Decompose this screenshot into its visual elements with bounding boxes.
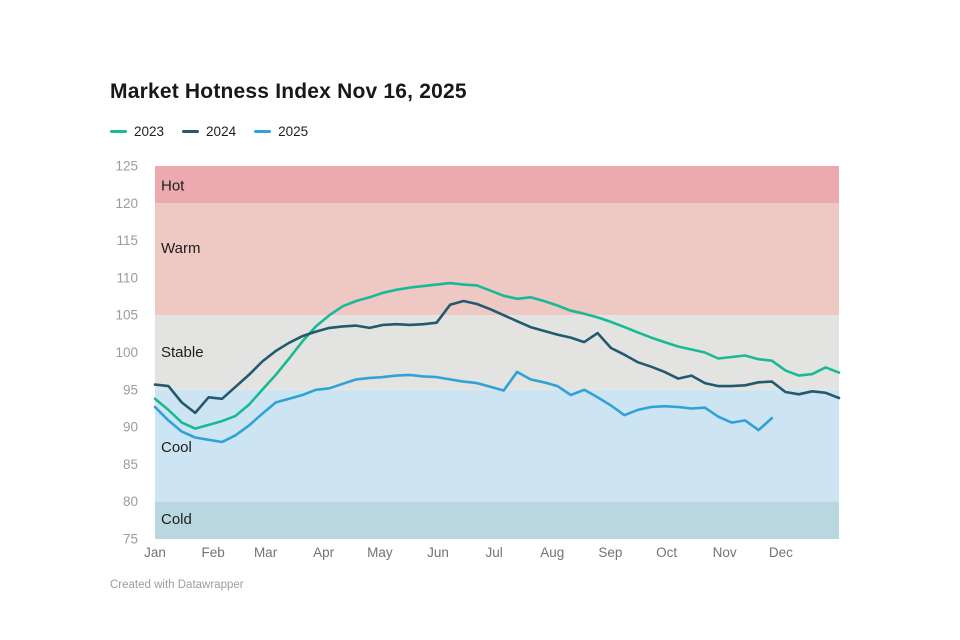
band-label-stable: Stable <box>161 344 204 361</box>
legend-label-2024: 2024 <box>206 124 237 139</box>
band-label-cool: Cool <box>161 439 192 456</box>
x-tick-label: Mar <box>254 545 278 560</box>
y-tick-label: 90 <box>123 420 138 435</box>
y-tick-label: 120 <box>115 196 138 211</box>
y-tick-label: 105 <box>115 308 138 323</box>
y-tick-label: 80 <box>123 494 138 509</box>
legend-label-2023: 2023 <box>134 124 165 139</box>
band-cold <box>155 501 839 539</box>
band-warm <box>155 203 839 316</box>
attribution: Created with Datawrapper <box>110 579 244 591</box>
y-tick-label: 95 <box>123 382 138 397</box>
series-line-2025 <box>153 370 774 444</box>
x-tick-label: May <box>367 545 393 560</box>
chart-title: Market Hotness Index Nov 16, 2025 <box>110 80 467 103</box>
legend-item-2024: 2024 <box>182 124 236 139</box>
band-stable <box>155 315 839 390</box>
x-tick-label: Sep <box>598 545 622 560</box>
legend-item-2025: 2025 <box>254 124 308 139</box>
x-tick-label: Aug <box>540 545 564 560</box>
legend-swatch-2023 <box>110 130 127 133</box>
y-tick-label: 110 <box>116 270 138 285</box>
x-tick-label: Apr <box>313 545 335 560</box>
legend-item-2023: 2023 <box>110 124 164 139</box>
legend-swatch-2024 <box>182 130 200 133</box>
x-tick-label: Feb <box>201 545 224 560</box>
x-tick-label: Nov <box>713 545 737 560</box>
legend-swatch-2025 <box>254 130 272 133</box>
legend: 2023 2024 2025 <box>110 124 308 139</box>
x-tick-label: Jun <box>427 545 449 560</box>
y-tick-label: 125 <box>115 159 138 174</box>
series-line-2023 <box>153 281 841 430</box>
band-hot <box>155 166 839 204</box>
band-label-warm: Warm <box>161 240 200 257</box>
legend-label-2025: 2025 <box>278 124 309 139</box>
series-line-2024 <box>153 299 841 415</box>
x-tick-label: Jan <box>144 545 166 560</box>
band-cool <box>155 389 839 502</box>
y-tick-label: 75 <box>123 532 138 547</box>
y-tick-label: 115 <box>116 233 138 248</box>
x-tick-label: Dec <box>769 545 793 560</box>
y-tick-label: 85 <box>123 457 138 472</box>
x-tick-label: Oct <box>656 545 677 560</box>
band-label-hot: Hot <box>161 177 185 194</box>
x-tick-label: Jul <box>486 545 503 560</box>
band-label-cold: Cold <box>161 511 192 528</box>
y-tick-label: 100 <box>115 345 138 360</box>
